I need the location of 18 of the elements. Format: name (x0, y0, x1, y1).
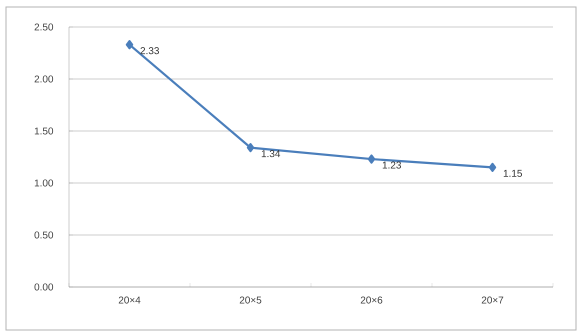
y-tick-label: 0.50 (34, 231, 54, 239)
point (488, 162, 496, 172)
x-tick-label: 20×6 (360, 296, 382, 304)
y-tick-label: 1.50 (34, 127, 54, 135)
point (368, 154, 376, 164)
data-label: 1.34 (262, 150, 280, 158)
x-tick-label: 20×5 (240, 296, 262, 304)
x-tick-label: 20×7 (482, 296, 504, 304)
x-tick-label: 20×4 (118, 296, 140, 304)
y-tick-label: 0.00 (34, 283, 54, 291)
point (126, 40, 134, 50)
data-label: 2.33 (140, 47, 159, 54)
data-label: 1.15 (504, 170, 522, 177)
data-label: 1.23 (382, 162, 401, 169)
y-tick-label: 1.00 (34, 179, 54, 187)
point (246, 143, 254, 152)
y-tick-label: 2.50 (34, 23, 54, 31)
y-tick-label: 2.00 (34, 75, 54, 83)
